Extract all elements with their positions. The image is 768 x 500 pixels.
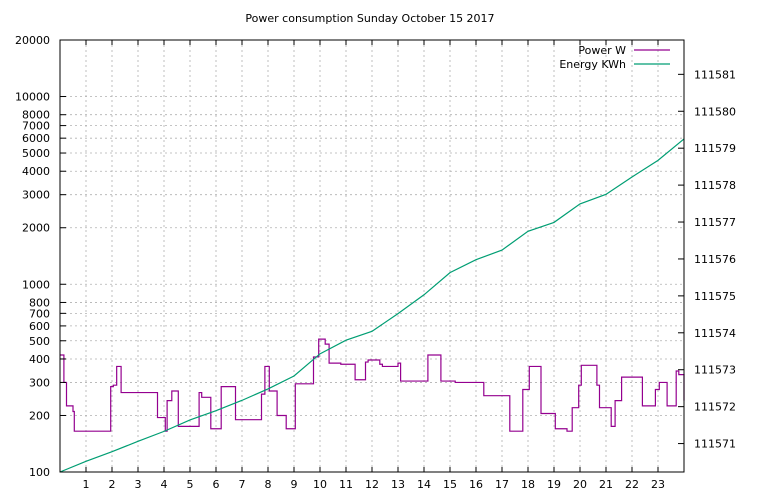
x-tick-label: 9 bbox=[291, 478, 298, 491]
y2-tick-label: 111571 bbox=[694, 438, 736, 451]
x-tick-label: 18 bbox=[521, 478, 535, 491]
y2-tick-label: 111579 bbox=[694, 142, 736, 155]
x-tick-label: 13 bbox=[391, 478, 405, 491]
y-tick-label: 1000 bbox=[22, 278, 50, 291]
series-line-energy bbox=[59, 138, 685, 473]
legend-label-energy: Energy KWh bbox=[559, 58, 626, 71]
y-tick-label: 4000 bbox=[22, 165, 50, 178]
y2-tick-label: 111580 bbox=[694, 105, 736, 118]
grid-layer bbox=[60, 40, 684, 472]
x-tick-label: 17 bbox=[495, 478, 509, 491]
y-tick-label: 5000 bbox=[22, 147, 50, 160]
y-tick-label: 8000 bbox=[22, 109, 50, 122]
y2-tick-label: 111578 bbox=[694, 179, 736, 192]
y-tick-label: 10000 bbox=[15, 91, 50, 104]
legend: Power W Energy KWh bbox=[559, 44, 670, 71]
x-tick-label: 20 bbox=[573, 478, 587, 491]
y2-tick-label: 111577 bbox=[694, 216, 736, 229]
series-line-power bbox=[60, 338, 685, 432]
x-tick-label: 1 bbox=[83, 478, 90, 491]
x-tick-label: 15 bbox=[443, 478, 457, 491]
y-tick-label: 20000 bbox=[15, 34, 50, 47]
x-tick-label: 5 bbox=[187, 478, 194, 491]
x-tick-label: 6 bbox=[213, 478, 220, 491]
y2-tick-label: 111574 bbox=[694, 327, 736, 340]
y-tick-label: 100 bbox=[29, 466, 50, 479]
x-tick-label: 10 bbox=[313, 478, 327, 491]
x-tick-label: 21 bbox=[599, 478, 613, 491]
x-tick-label: 3 bbox=[135, 478, 142, 491]
x-tick-label: 14 bbox=[417, 478, 431, 491]
tick-layer: 1 2 3 4 5 6 7 8 9 10 11 12 13 14 15 16 17 18 19 20 21 22 23100… bbox=[15, 34, 736, 491]
chart-title: Power consumption Sunday October 15 2017 bbox=[245, 12, 494, 25]
series-layer bbox=[59, 138, 685, 473]
x-tick-label: 7 bbox=[239, 478, 246, 491]
y2-tick-label: 111576 bbox=[694, 253, 736, 266]
y-tick-label: 300 bbox=[29, 376, 50, 389]
y-tick-label: 6000 bbox=[22, 132, 50, 145]
legend-label-power: Power W bbox=[578, 44, 626, 57]
x-tick-label: 8 bbox=[265, 478, 272, 491]
y-tick-label: 7000 bbox=[22, 120, 50, 133]
y-tick-label: 400 bbox=[29, 353, 50, 366]
x-tick-label: 2 bbox=[109, 478, 116, 491]
y-tick-label: 200 bbox=[29, 409, 50, 422]
x-tick-label: 4 bbox=[161, 478, 168, 491]
y2-tick-label: 111581 bbox=[694, 68, 736, 81]
y-tick-label: 800 bbox=[29, 296, 50, 309]
y2-tick-label: 111575 bbox=[694, 290, 736, 303]
x-tick-label: 22 bbox=[625, 478, 639, 491]
y-tick-label: 500 bbox=[29, 335, 50, 348]
x-tick-label: 23 bbox=[651, 478, 665, 491]
y2-tick-label: 111573 bbox=[694, 364, 736, 377]
x-tick-label: 16 bbox=[469, 478, 483, 491]
y-tick-label: 3000 bbox=[22, 189, 50, 202]
y-tick-label: 600 bbox=[29, 320, 50, 333]
x-tick-label: 12 bbox=[365, 478, 379, 491]
y-tick-label: 2000 bbox=[22, 222, 50, 235]
x-tick-label: 19 bbox=[547, 478, 561, 491]
y2-tick-label: 111572 bbox=[694, 401, 736, 414]
x-tick-label: 11 bbox=[339, 478, 353, 491]
y-tick-label: 700 bbox=[29, 307, 50, 320]
